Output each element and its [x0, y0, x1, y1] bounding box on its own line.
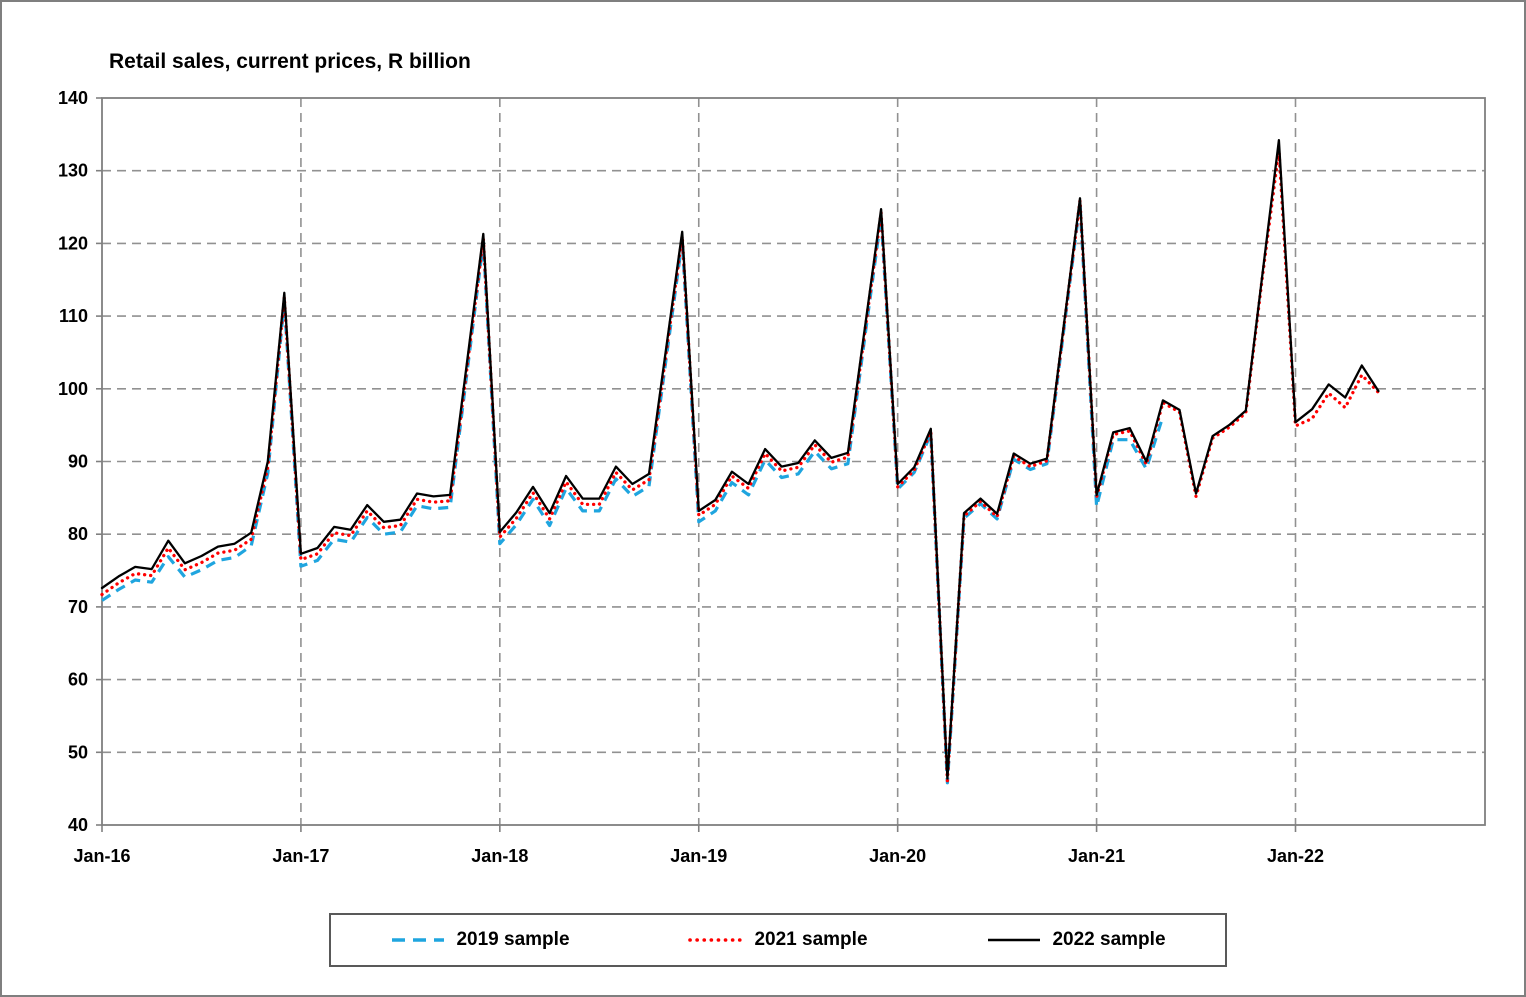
legend-label: 2021 sample [754, 929, 868, 950]
x-tick-label: Jan-19 [670, 846, 727, 866]
x-tick-label: Jan-17 [272, 846, 329, 866]
y-tick-label: 140 [58, 88, 88, 108]
legend-swatch-solid-line [988, 938, 1041, 942]
y-tick-label: 80 [68, 524, 88, 544]
legend-swatch-dashed-line [392, 938, 445, 942]
y-tick-label: 110 [59, 306, 88, 326]
y-tick-label: 50 [68, 742, 88, 762]
legend-item-2021-sample: 2021 sample [629, 929, 927, 951]
y-tick-label: 70 [68, 597, 88, 617]
legend: 2019 sample 2021 sample 2022 sample [329, 913, 1227, 967]
series-line-2022-sample [100, 139, 1380, 780]
legend-label: 2019 sample [456, 929, 570, 950]
x-tick-label: Jan-20 [869, 846, 926, 866]
legend-item-2022-sample: 2022 sample [927, 929, 1225, 951]
x-tick-label: Jan-18 [471, 846, 528, 866]
y-tick-label: 120 [58, 233, 88, 253]
y-tick-label: 60 [68, 670, 88, 690]
x-tick-label: Jan-16 [73, 846, 130, 866]
legend-item-2019-sample: 2019 sample [331, 929, 629, 951]
legend-label: 2022 sample [1052, 929, 1166, 950]
y-tick-label: 100 [58, 379, 88, 399]
y-tick-label: 130 [58, 161, 88, 181]
x-tick-label: Jan-22 [1267, 846, 1324, 866]
legend-swatch-dotted-line [688, 938, 745, 942]
chart-title: Retail sales, current prices, R billion [109, 50, 471, 73]
y-tick-label: 40 [68, 815, 88, 835]
x-tick-label: Jan-21 [1068, 846, 1125, 866]
y-tick-label: 90 [68, 452, 88, 472]
